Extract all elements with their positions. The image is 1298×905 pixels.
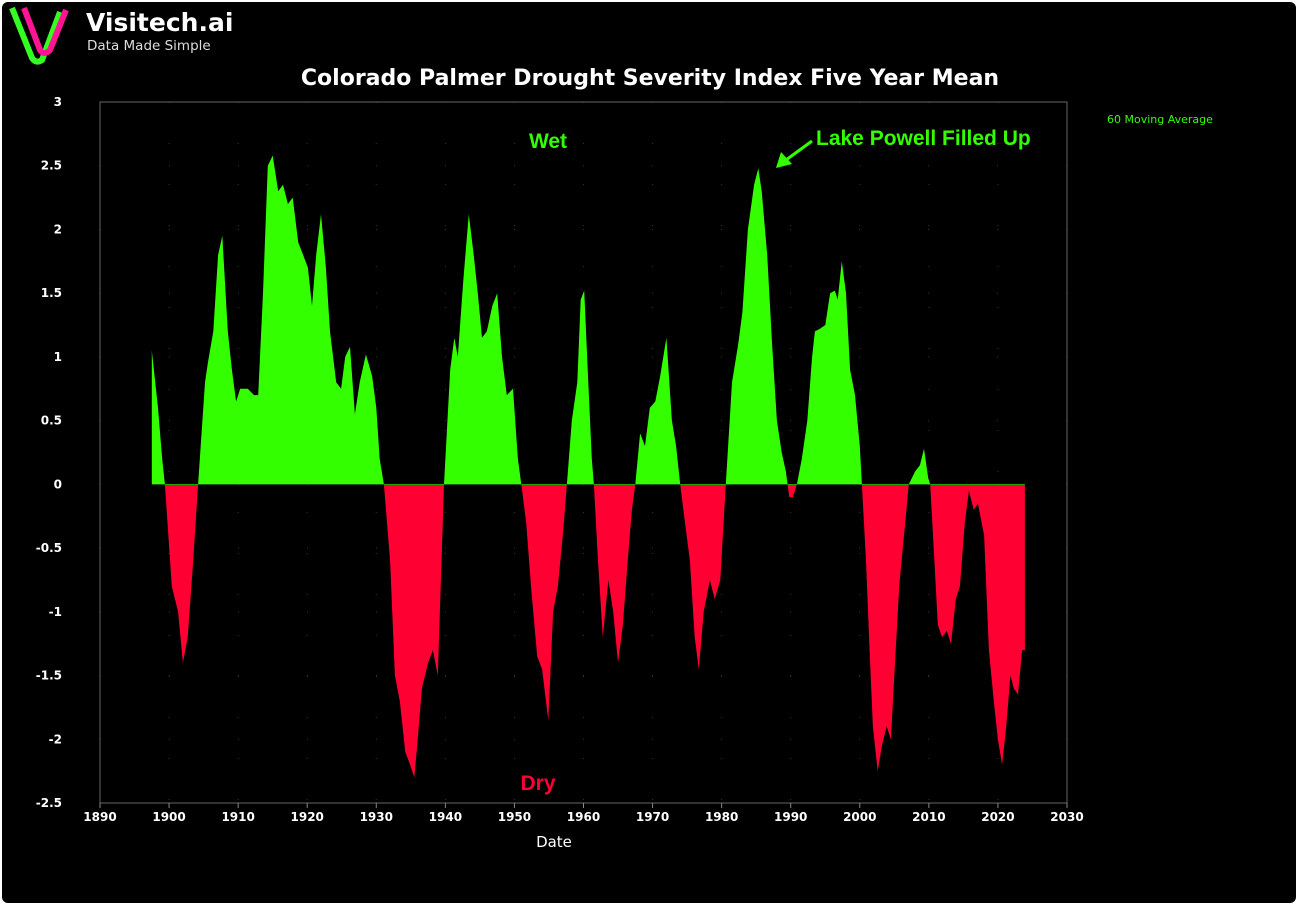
lake-powell-annotation: Lake Powell Filled Up: [816, 127, 1031, 150]
y-tick-label: -2: [49, 732, 62, 746]
y-axis-ticks: 3 2.5 2 1.5 1 0.5 0 -0.5 -1 -1.5 -2 -2.5: [36, 95, 62, 810]
x-tick-label: 1920: [291, 810, 324, 824]
wet-area: [151, 155, 1025, 485]
chart-title: Colorado Palmer Drought Severity Index F…: [301, 66, 999, 91]
x-tick-label: 1990: [774, 810, 807, 824]
y-tick-label: -2.5: [36, 796, 62, 810]
dry-annotation: Dry: [520, 772, 555, 795]
y-tick-label: -0.5: [36, 541, 62, 555]
logo: Visitech.ai Data Made Simple: [8, 4, 248, 65]
x-tick-label: 2030: [1050, 810, 1083, 824]
annotation-arrow-icon: [776, 139, 813, 168]
x-tick-label: 2000: [843, 810, 876, 824]
y-tick-label: 1.5: [41, 286, 62, 300]
y-tick-label: 2.5: [41, 159, 62, 173]
x-tick-label: 1890: [83, 810, 116, 824]
x-tick-label: 1950: [498, 810, 531, 824]
x-axis-label: Date: [536, 833, 572, 851]
brand-name: Visitech.ai: [86, 8, 234, 37]
x-tick-label: 1900: [152, 810, 185, 824]
y-tick-label: 0.5: [41, 414, 62, 428]
y-tick-label: 2: [54, 222, 62, 236]
brand-tagline: Data Made Simple: [87, 38, 211, 54]
wet-annotation: Wet: [529, 130, 567, 153]
legend-entry: 60 Moving Average: [1107, 113, 1213, 126]
x-tick-label: 2020: [981, 810, 1014, 824]
x-tick-label: 1910: [221, 810, 254, 824]
x-tick-label: 1960: [567, 810, 600, 824]
y-tick-label: -1: [49, 605, 62, 619]
dry-area: [164, 485, 1025, 778]
x-tick-label: 1970: [636, 810, 669, 824]
visitech-logo-icon: [9, 6, 69, 65]
y-tick-label: 0: [54, 477, 62, 491]
x-tick-label: 1940: [429, 810, 462, 824]
x-axis-ticks: 1890 1900 1910 1920 1930 1940 1950 1960 1970 1980…: [83, 803, 1084, 824]
y-tick-label: 1: [54, 350, 62, 364]
y-tick-label: -1.5: [36, 669, 62, 683]
x-tick-label: 2010: [912, 810, 945, 824]
y-tick-label: 3: [54, 95, 62, 109]
x-tick-label: 1980: [705, 810, 738, 824]
x-tick-label: 1930: [360, 810, 393, 824]
